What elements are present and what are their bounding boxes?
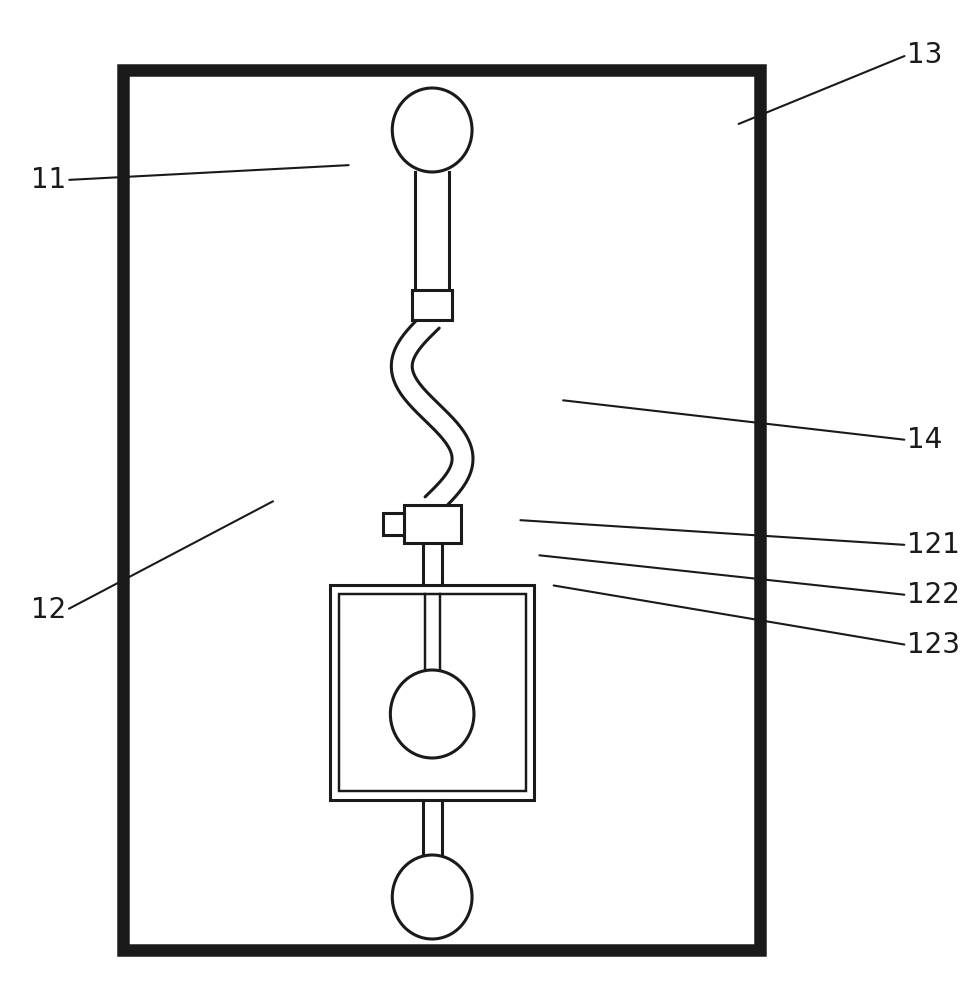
Bar <box>338 594 526 791</box>
Text: 121: 121 <box>907 531 960 559</box>
Text: 13: 13 <box>907 41 943 69</box>
Bar <box>123 70 760 950</box>
Circle shape <box>392 88 472 172</box>
Text: 122: 122 <box>907 581 960 609</box>
Text: 11: 11 <box>31 166 67 194</box>
Text: 14: 14 <box>907 426 942 454</box>
Circle shape <box>391 670 474 758</box>
Text: 12: 12 <box>31 596 67 624</box>
Bar <box>330 585 534 800</box>
Bar <box>412 290 453 320</box>
Circle shape <box>392 855 472 939</box>
Bar <box>383 513 404 535</box>
Text: 123: 123 <box>907 631 960 659</box>
Bar <box>404 505 460 543</box>
